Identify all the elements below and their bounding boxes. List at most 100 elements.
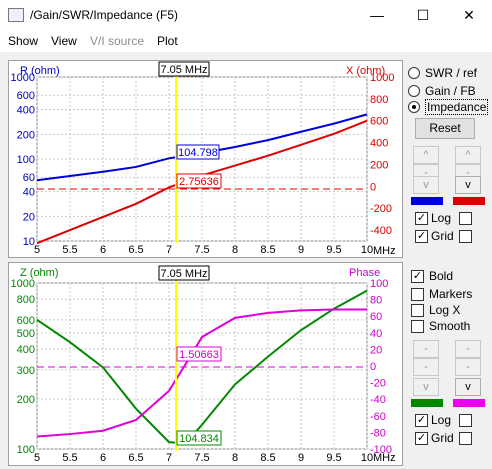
- close-button[interactable]: ✕: [463, 7, 475, 23]
- top-right-title: X (ohm): [346, 65, 385, 77]
- bottom-control-panel: ✓ Bold Markers Log X Smooth - - - - v v …: [405, 262, 488, 466]
- impedance-plot-bottom[interactable]: 100 200 300 400 500 600 800 1000 -100 -80 -60 -40-…: [8, 262, 403, 466]
- bottom-right-up-button[interactable]: -: [455, 340, 481, 358]
- x-readout: 2.75636: [179, 176, 219, 188]
- phase-readout: 1.50663: [179, 349, 219, 361]
- bot-left-tick-label: 600: [17, 315, 35, 327]
- top-left-tick-label: 10: [23, 236, 35, 248]
- top-x-tick-label: 9: [298, 244, 304, 256]
- blue-color-swatch[interactable]: [411, 197, 443, 205]
- logx-label: Log X: [429, 303, 461, 317]
- log-checkbox-left[interactable]: ✓: [415, 212, 428, 225]
- radio-impedance-circle[interactable]: [408, 101, 420, 113]
- grid-checkbox-left[interactable]: ✓: [415, 230, 428, 243]
- top-left-title: R (ohm): [20, 65, 60, 77]
- bot-x-tick-label: 9: [298, 452, 304, 464]
- top-x-tick-label: 7: [166, 244, 172, 256]
- client-area: 10 20 40 60 100 200 400 600 1000 -400 -200 0 200 400…: [0, 52, 492, 469]
- top-x-axis: 5 5.5 6 6.5 7 7.5 8 8.5 9 9.5 10: [34, 244, 373, 256]
- z-readout-box: [176, 430, 222, 446]
- grid-checkbox-right[interactable]: [459, 230, 472, 243]
- menu-bar: Show View V/I source Plot: [0, 30, 492, 52]
- markers-checkbox[interactable]: [411, 288, 424, 301]
- bot-x-tick-label: 5: [34, 452, 40, 464]
- bot-x-tick-label: 6.5: [128, 452, 143, 464]
- top-right-tick-label: 800: [370, 94, 388, 106]
- bottom-left-up-button[interactable]: -: [413, 340, 439, 358]
- markers-label: Markers: [429, 287, 473, 301]
- bottom-right-v-button[interactable]: v: [455, 378, 481, 396]
- radio-swr-circle[interactable]: [408, 67, 420, 79]
- bot-left-tick-label: 800: [17, 294, 35, 306]
- bottom-log-checkbox-right[interactable]: [459, 414, 472, 427]
- reset-button[interactable]: Reset: [415, 118, 475, 139]
- z-readout: 104.834: [179, 433, 219, 445]
- bot-x-tick-label: 8: [232, 452, 238, 464]
- right-up-button[interactable]: ^: [455, 146, 481, 164]
- top-right-tick-label: -400: [370, 225, 392, 237]
- menu-vi-source[interactable]: V/I source: [90, 34, 145, 48]
- bot-x-tick-label: 9.5: [326, 452, 341, 464]
- bottom-right-down-button[interactable]: -: [455, 358, 481, 376]
- bottom-log-label: Log: [431, 413, 452, 427]
- top-x-unit: MHz: [373, 245, 396, 257]
- top-x-tick-label: 8.5: [260, 244, 275, 256]
- top-left-tick-label: 600: [17, 90, 35, 102]
- menu-view[interactable]: View: [51, 34, 77, 48]
- logx-checkbox[interactable]: [411, 304, 424, 317]
- top-right-tick-label: 400: [370, 138, 388, 150]
- log-checkbox-right[interactable]: [459, 212, 472, 225]
- smooth-checkbox[interactable]: [411, 320, 424, 333]
- marker-freq-label-bottom: 7.05 MHz: [160, 268, 207, 280]
- r-readout: 104.798: [178, 147, 218, 159]
- bottom-left-v-button[interactable]: v: [413, 378, 439, 396]
- left-up-button[interactable]: ^: [413, 146, 439, 164]
- red-color-swatch[interactable]: [453, 197, 485, 205]
- bold-checkbox[interactable]: ✓: [411, 270, 424, 283]
- marker-freq-box-bottom: [158, 265, 210, 281]
- top-left-axis: 10 20 40 60 100 200 400 600 1000: [11, 72, 35, 248]
- bottom-grid-checkbox-left[interactable]: ✓: [415, 432, 428, 445]
- top-x-tick-label: 6.5: [128, 244, 143, 256]
- top-left-tick-label: 60: [23, 172, 35, 184]
- bot-left-tick-label: 500: [17, 328, 35, 340]
- left-v-button[interactable]: v: [413, 176, 439, 194]
- top-left-tick-label: 40: [23, 187, 35, 199]
- bot-x-tick-label: 7: [166, 452, 172, 464]
- radio-gain[interactable]: Gain / FB: [405, 83, 485, 99]
- top-right-tick-label: 200: [370, 159, 388, 171]
- menu-plot[interactable]: Plot: [157, 34, 178, 48]
- bottom-grid-checkbox-right[interactable]: [459, 432, 472, 445]
- bottom-right-title: Phase: [349, 267, 380, 279]
- top-left-tick-label: 100: [17, 154, 35, 166]
- radio-gain-label: Gain / FB: [425, 84, 476, 98]
- radio-impedance[interactable]: Impedance: [405, 99, 489, 115]
- green-color-swatch[interactable]: [411, 399, 443, 407]
- app-icon: [8, 8, 24, 22]
- magenta-color-swatch[interactable]: [453, 399, 485, 407]
- top-left-tick-label: 1000: [11, 72, 35, 84]
- bot-x-tick-label: 10: [361, 452, 373, 464]
- bot-x-tick-label: 5.5: [62, 452, 77, 464]
- minimize-button[interactable]: —: [370, 7, 384, 23]
- radio-gain-circle[interactable]: [408, 85, 420, 97]
- bot-left-tick-label: 200: [17, 394, 35, 406]
- bottom-x-unit: MHz: [373, 452, 396, 464]
- menu-show[interactable]: Show: [8, 34, 39, 48]
- bottom-left-down-button[interactable]: -: [413, 358, 439, 376]
- bot-right-tick-label: -80: [370, 427, 386, 439]
- marker-freq-label: 7.05 MHz: [160, 64, 207, 76]
- right-v-button[interactable]: v: [455, 176, 481, 194]
- bottom-log-checkbox-left[interactable]: ✓: [415, 414, 428, 427]
- bot-x-tick-label: 7.5: [194, 452, 209, 464]
- impedance-plot-top[interactable]: 10 20 40 60 100 200 400 600 1000 -400 -200 0 200 400…: [8, 60, 403, 258]
- bot-right-tick-label: 80: [370, 295, 382, 307]
- top-left-tick-label: 20: [23, 211, 35, 223]
- radio-swr[interactable]: SWR / ref: [405, 65, 485, 81]
- maximize-button[interactable]: ☐: [416, 7, 430, 23]
- window-title: /Gain/SWR/Impedance (F5): [30, 8, 179, 22]
- top-right-tick-label: -200: [370, 203, 392, 215]
- bot-x-tick-label: 6: [100, 452, 106, 464]
- top-left-tick-label: 400: [17, 105, 35, 117]
